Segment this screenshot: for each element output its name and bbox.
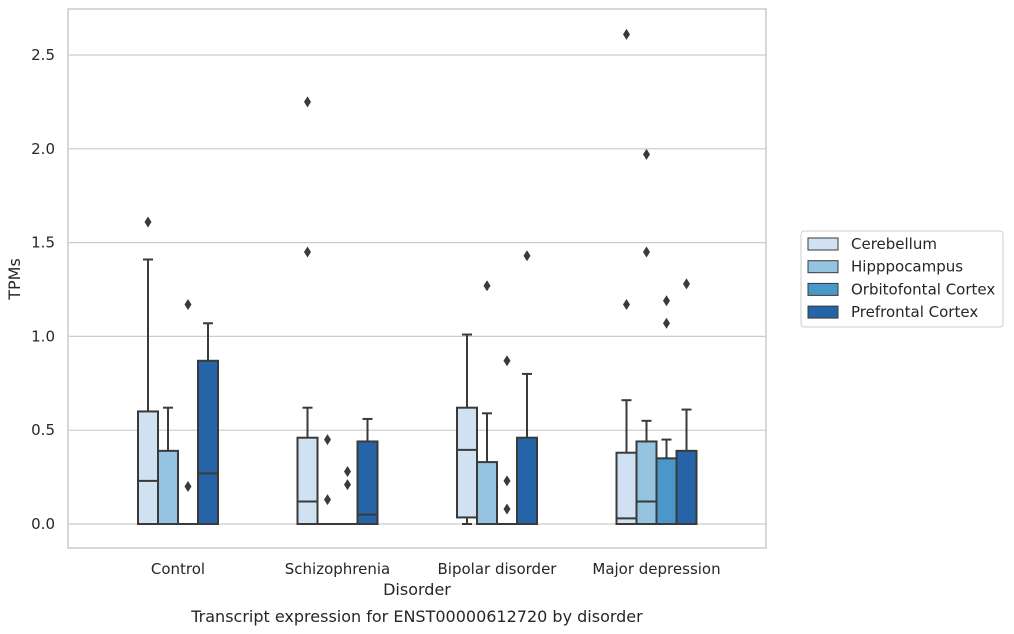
outlier-point (623, 299, 630, 311)
box-cerebellum (137, 216, 159, 525)
y-tick-label: 0.0 (31, 515, 55, 533)
box-body (516, 436, 538, 526)
y-tick-label: 0.5 (31, 421, 55, 439)
box-hipppocampus (476, 280, 498, 526)
outlier-point (663, 317, 670, 329)
outlier-point (483, 280, 491, 292)
legend-label: Prefrontal Cortex (851, 303, 978, 321)
outlier-point (144, 216, 152, 228)
outlier-point (503, 355, 511, 367)
y-axis-label: TPMs (5, 258, 24, 301)
box-body (356, 440, 379, 525)
box-body (675, 449, 698, 525)
outlier-point (324, 434, 331, 446)
y-tick-label: 1.5 (31, 234, 55, 252)
box-body (197, 359, 219, 525)
box-orbitofontal-cortex (496, 355, 518, 526)
box-body (476, 461, 498, 526)
chart-caption: Transcript expression for ENST0000061272… (190, 607, 643, 626)
box-body (655, 457, 678, 525)
y-tick-label: 1.0 (31, 327, 55, 345)
outlier-point (643, 246, 650, 258)
outlier-point (683, 278, 690, 290)
box-prefrontal-cortex (356, 417, 379, 525)
x-tick-label: Schizophrenia (285, 560, 390, 578)
outlier-point (643, 148, 650, 160)
legend: Cerebellum Hipppocampus Orbitofontal Corte… (800, 230, 1004, 328)
box-prefrontal-cortex (197, 322, 219, 525)
outlier-point (503, 503, 511, 515)
x-axis-ticks: Control Schizophrenia Bipolar disorder Majo… (151, 560, 721, 578)
x-tick-label: Control (151, 560, 205, 578)
box-body (157, 449, 179, 525)
box-prefrontal-cortex (675, 278, 698, 525)
outlier-point (184, 480, 192, 492)
legend-swatch (807, 237, 839, 251)
box-orbitofontal-cortex (177, 299, 199, 526)
legend-swatch (807, 282, 839, 296)
box-orbitofontal-cortex (336, 465, 359, 526)
boxes (137, 28, 698, 526)
legend-frame (800, 230, 1004, 328)
legend-swatch (807, 260, 839, 274)
y-tick-label: 2.5 (31, 46, 55, 64)
box-body (137, 410, 159, 525)
legend-swatch (807, 305, 839, 319)
y-axis-ticks: 0.0 0.5 1.0 1.5 2.0 2.5 (31, 46, 55, 533)
box-body (296, 436, 319, 526)
box-hipppocampus (316, 434, 339, 526)
y-tick-label: 2.0 (31, 140, 55, 158)
plot-frame (67, 8, 767, 549)
legend-label: Hipppocampus (851, 258, 963, 276)
box-body (635, 440, 658, 525)
outlier-point (503, 475, 511, 487)
x-tick-label: Major depression (592, 560, 720, 578)
outlier-point (344, 479, 351, 491)
box-orbitofontal-cortex (655, 295, 678, 525)
outlier-point (184, 299, 192, 311)
x-axis-label: Disorder (383, 580, 451, 599)
box-body (615, 451, 638, 526)
box-hipppocampus (157, 406, 179, 525)
outlier-point (344, 465, 351, 477)
box-cerebellum (615, 28, 638, 526)
box-cerebellum (296, 96, 319, 526)
legend-label: Cerebellum (851, 235, 937, 253)
box-prefrontal-cortex (516, 250, 538, 526)
outlier-point (304, 96, 311, 108)
outlier-point (523, 250, 531, 262)
outlier-point (324, 494, 331, 506)
box-body (456, 406, 478, 519)
outlier-point (623, 28, 630, 40)
box-hipppocampus (635, 148, 658, 525)
outlier-point (304, 246, 311, 258)
legend-label: Orbitofontal Cortex (851, 280, 995, 298)
x-tick-label: Bipolar disorder (438, 560, 558, 578)
box-cerebellum (456, 333, 478, 525)
outlier-point (663, 295, 670, 307)
